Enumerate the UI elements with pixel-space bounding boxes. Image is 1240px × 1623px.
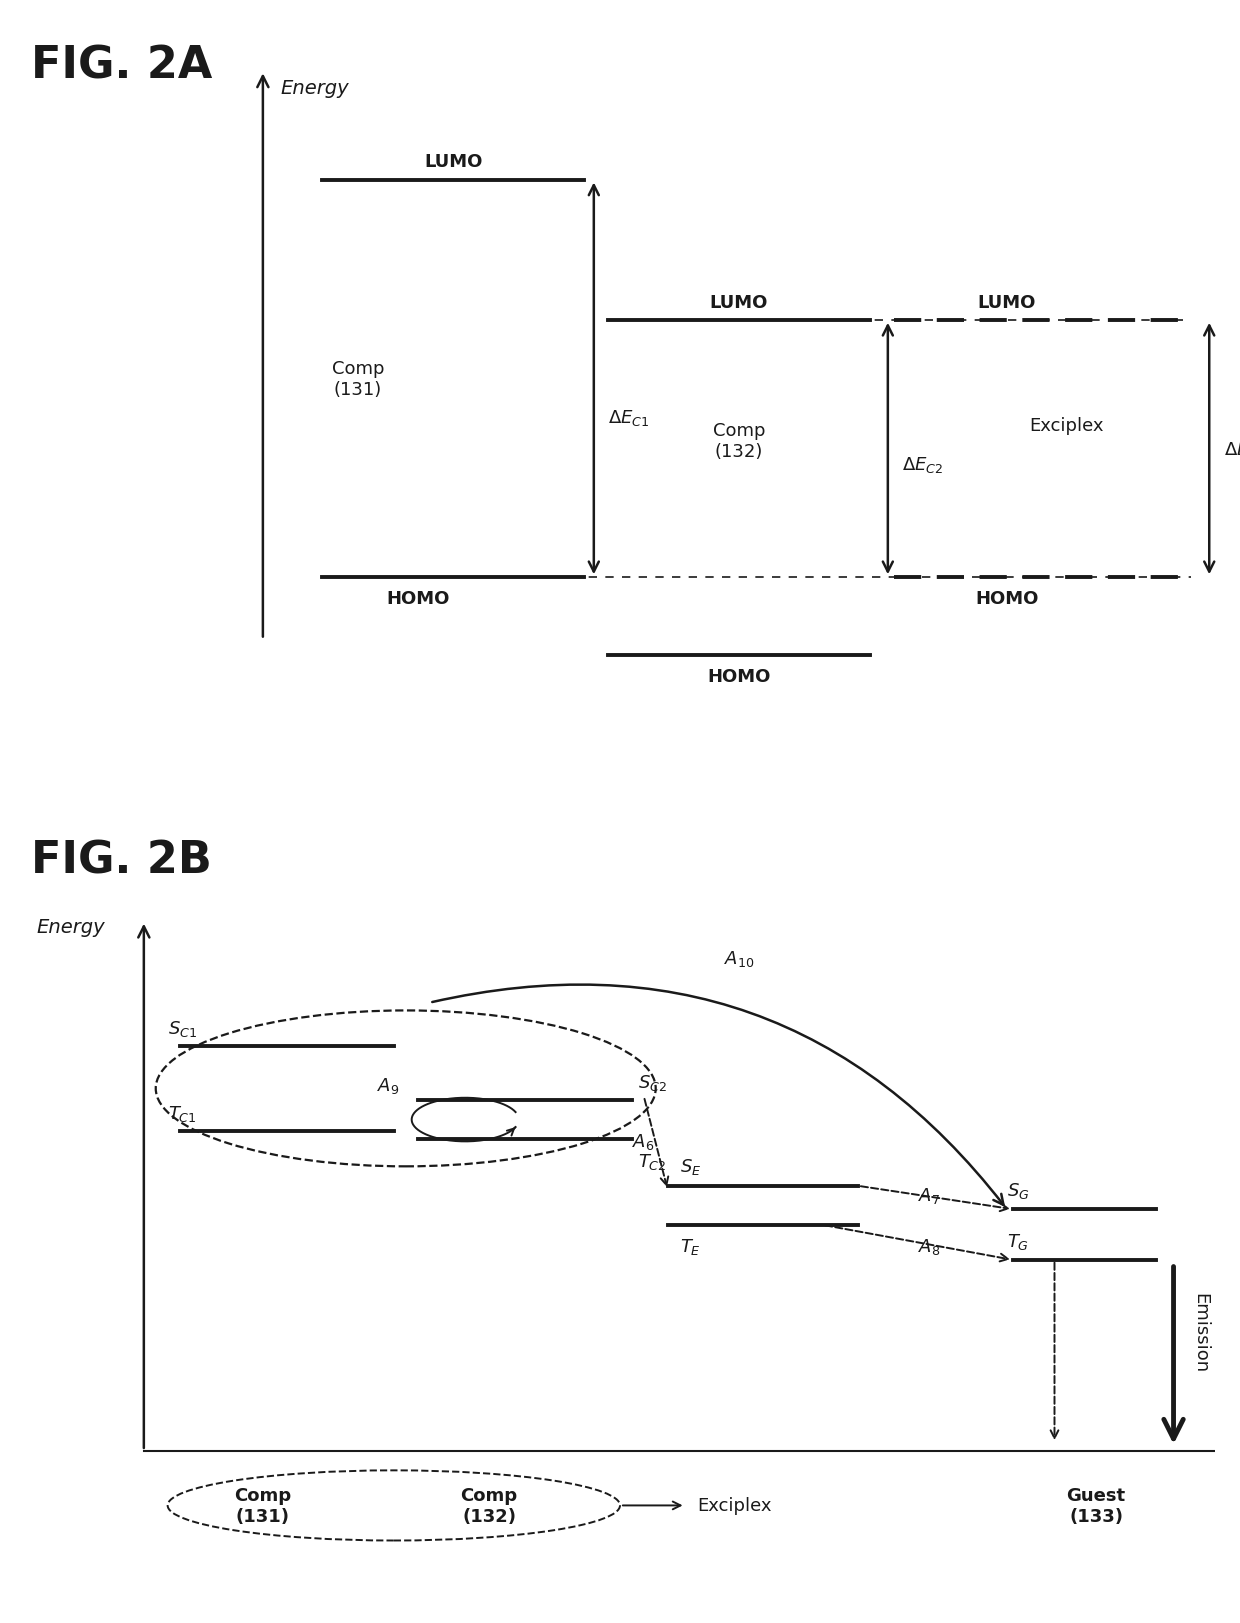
Text: FIG. 2B: FIG. 2B <box>31 839 212 883</box>
Text: $\Delta E_{C1}$: $\Delta E_{C1}$ <box>608 407 650 428</box>
Text: Exciplex: Exciplex <box>697 1496 771 1514</box>
Text: HOMO: HOMO <box>975 589 1039 607</box>
Text: Comp
(132): Comp (132) <box>460 1487 517 1526</box>
Text: Comp
(132): Comp (132) <box>713 422 765 461</box>
Text: $A_8$: $A_8$ <box>918 1237 940 1256</box>
Text: $T_{C1}$: $T_{C1}$ <box>167 1104 196 1123</box>
Text: $A_7$: $A_7$ <box>918 1185 940 1206</box>
Text: Exciplex: Exciplex <box>1029 417 1104 435</box>
Text: Energy: Energy <box>280 80 350 97</box>
Text: $S_{C1}$: $S_{C1}$ <box>167 1018 197 1039</box>
Text: Comp
(131): Comp (131) <box>332 360 384 399</box>
Text: Energy: Energy <box>37 917 105 936</box>
Text: $\Delta E_{C2}$: $\Delta E_{C2}$ <box>903 454 944 476</box>
Text: $A_9$: $A_9$ <box>377 1074 399 1096</box>
Text: HOMO: HOMO <box>707 667 771 685</box>
Text: Emission: Emission <box>1192 1292 1209 1371</box>
Text: $A_6$: $A_6$ <box>632 1131 655 1151</box>
Text: FIG. 2A: FIG. 2A <box>31 44 212 88</box>
Text: Comp
(131): Comp (131) <box>234 1487 291 1526</box>
Text: $A_{10}$: $A_{10}$ <box>724 948 754 967</box>
Text: Guest
(133): Guest (133) <box>1066 1487 1126 1526</box>
Text: LUMO: LUMO <box>424 153 482 170</box>
Text: LUMO: LUMO <box>977 294 1037 312</box>
Text: $T_G$: $T_G$ <box>1007 1230 1029 1251</box>
Text: $S_{C2}$: $S_{C2}$ <box>637 1073 667 1092</box>
Text: $S_G$: $S_G$ <box>1007 1180 1029 1199</box>
Text: LUMO: LUMO <box>709 294 769 312</box>
Text: HOMO: HOMO <box>386 589 449 607</box>
Text: $T_E$: $T_E$ <box>680 1237 701 1256</box>
Text: $\Delta E_{E}$: $\Delta E_{E}$ <box>1224 440 1240 459</box>
Text: $S_E$: $S_E$ <box>680 1157 701 1177</box>
Text: $T_{C2}$: $T_{C2}$ <box>637 1151 666 1172</box>
